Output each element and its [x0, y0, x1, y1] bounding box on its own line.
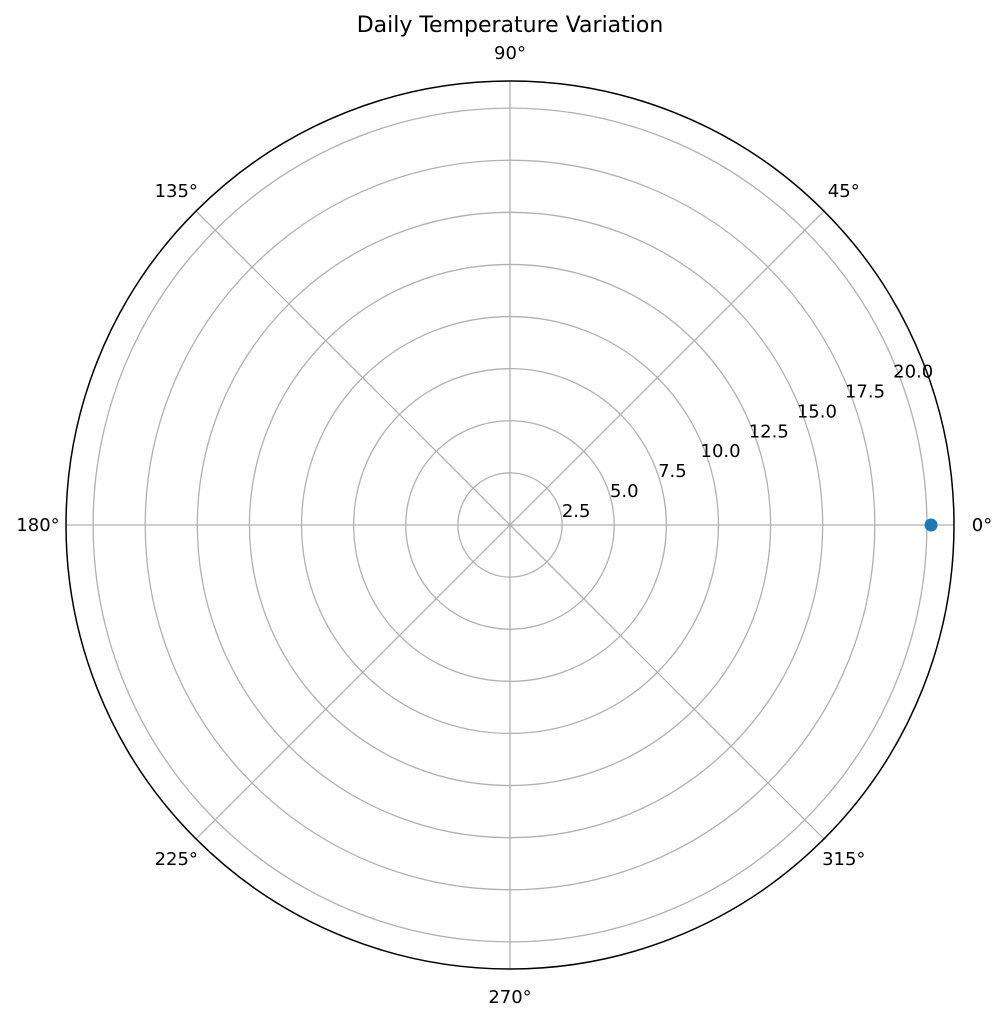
r-tick-label: 2.5 [562, 501, 591, 522]
data-point [924, 518, 938, 532]
r-tick-label: 5.0 [610, 481, 639, 502]
r-tick-label: 15.0 [797, 401, 837, 422]
r-tick-label: 7.5 [658, 461, 687, 482]
theta-grid-line-1 [509, 210, 825, 526]
theta-grid-line-7 [509, 524, 825, 840]
r-tick-label: 17.5 [845, 381, 885, 402]
theta-grid-line-3 [195, 210, 511, 526]
polar-frame [65, 80, 955, 970]
theta-tick-label: 225° [155, 849, 198, 870]
r-tick-label: 10.0 [701, 441, 741, 462]
theta-grid-line-5 [195, 524, 511, 840]
theta-tick-label: 270° [488, 987, 531, 1008]
theta-tick-label: 315° [822, 849, 865, 870]
chart-title: Daily Temperature Variation [357, 13, 664, 38]
theta-tick-label: 180° [16, 515, 59, 536]
theta-tick-label: 135° [155, 181, 198, 202]
theta-tick-label: 0° [972, 515, 992, 536]
r-tick-label: 20.0 [893, 361, 933, 382]
r-tick-label: 12.5 [749, 421, 789, 442]
theta-tick-label: 90° [494, 43, 526, 64]
theta-tick-label: 45° [828, 181, 860, 202]
